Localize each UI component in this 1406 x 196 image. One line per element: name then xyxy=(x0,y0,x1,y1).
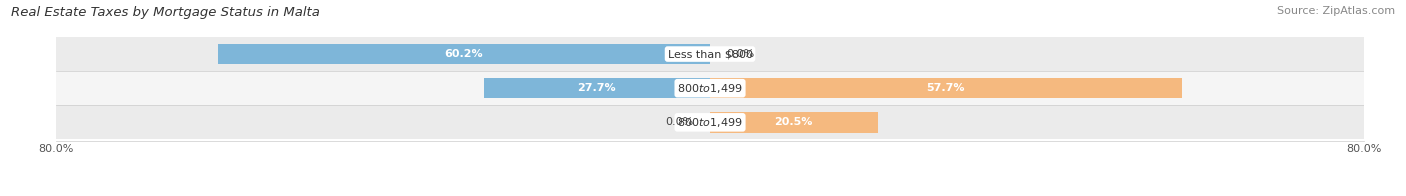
Bar xyxy=(56,37,1364,71)
Text: 0.0%: 0.0% xyxy=(665,117,693,127)
Text: Real Estate Taxes by Mortgage Status in Malta: Real Estate Taxes by Mortgage Status in … xyxy=(11,6,321,19)
Bar xyxy=(56,71,1364,105)
Text: Source: ZipAtlas.com: Source: ZipAtlas.com xyxy=(1277,6,1395,16)
Text: Less than $800: Less than $800 xyxy=(668,49,752,59)
Text: 27.7%: 27.7% xyxy=(578,83,616,93)
Text: 0.0%: 0.0% xyxy=(727,49,755,59)
Text: 20.5%: 20.5% xyxy=(775,117,813,127)
Text: 57.7%: 57.7% xyxy=(927,83,965,93)
Bar xyxy=(710,112,877,132)
Legend: Without Mortgage, With Mortgage: Without Mortgage, With Mortgage xyxy=(588,192,832,196)
Bar xyxy=(710,78,1181,98)
Text: 60.2%: 60.2% xyxy=(444,49,484,59)
Text: $800 to $1,499: $800 to $1,499 xyxy=(678,116,742,129)
Bar xyxy=(218,44,710,64)
Text: $800 to $1,499: $800 to $1,499 xyxy=(678,82,742,95)
Bar xyxy=(484,78,710,98)
Bar xyxy=(56,105,1364,139)
